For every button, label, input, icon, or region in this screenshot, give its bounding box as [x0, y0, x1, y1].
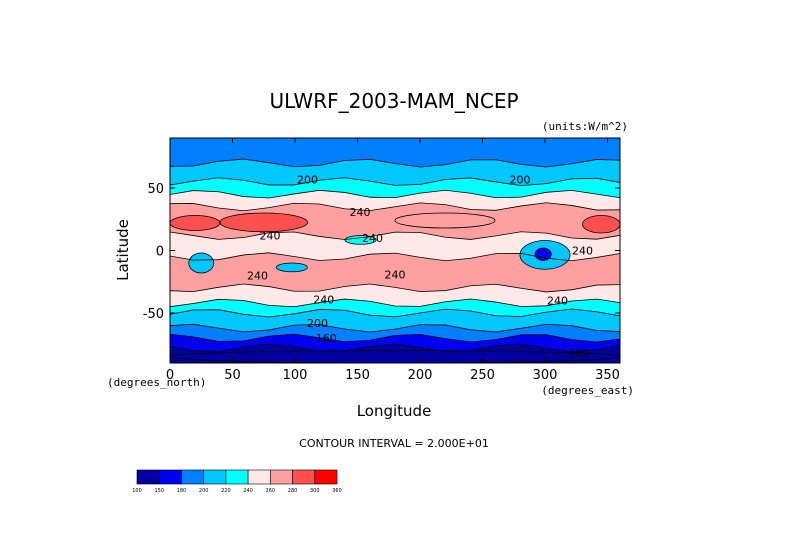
contour-patch: [344, 235, 377, 245]
contour-patch: [275, 262, 308, 273]
contour-label: 160: [316, 332, 337, 345]
latitude-band: [170, 334, 620, 352]
colorbar-tick-label: 300: [310, 488, 320, 494]
y-axis-ticks: -50 0 50: [143, 182, 620, 322]
x-tick-label: 0: [166, 368, 174, 383]
contour-line: [170, 323, 620, 333]
x-unit-label: (degrees_east): [541, 384, 634, 397]
contour-label: 240: [260, 230, 281, 243]
contour-patch: [170, 215, 221, 231]
contour-line-layer: [170, 158, 620, 353]
contour-patch: [394, 212, 496, 229]
latitude-band: [170, 252, 620, 292]
colorbar-swatch: [158, 469, 182, 485]
contour-patch: [534, 247, 552, 261]
y-tick-label: 0: [156, 245, 164, 260]
contour-line: [170, 333, 620, 343]
colorbar-tick-label: 150: [154, 488, 164, 494]
contour-label: 240: [572, 245, 593, 258]
colorbar-swatch: [314, 469, 338, 485]
contour-label: 240: [385, 268, 406, 281]
contour-line: [170, 308, 620, 318]
x-tick-label: 300: [533, 368, 558, 383]
colorbar-tick-label: 280: [288, 488, 298, 494]
y-unit-label: (degrees_north): [107, 376, 206, 389]
contour-label: 240: [547, 295, 568, 308]
contour-label: 240: [362, 232, 383, 245]
contour-line: [170, 202, 620, 212]
contour-line: [170, 343, 620, 353]
contour-line: [170, 298, 620, 308]
colorbar-swatch: [181, 469, 204, 485]
colorbar-swatch: [247, 469, 271, 485]
contour-label: 240: [313, 293, 334, 306]
latitude-band: [170, 324, 620, 342]
x-tick-label: 50: [224, 368, 241, 383]
colorbar-tick-label: 360: [332, 488, 342, 494]
colorbar-tick-label: 260: [266, 488, 276, 494]
contour-patch: [188, 252, 215, 274]
latitude-band: [170, 159, 620, 186]
colorbar-tick-label: 240: [243, 488, 253, 494]
contour-label: 200: [297, 173, 318, 186]
contour-line: [170, 252, 620, 262]
latitude-band: [170, 138, 620, 167]
colorbar-tick-label: 100: [132, 488, 142, 494]
contour-label: 160: [568, 347, 589, 360]
units-label: (units:W/m^2): [542, 120, 628, 133]
contour-label: 240: [247, 270, 268, 283]
contour-line: [170, 189, 620, 199]
latitude-band: [170, 299, 620, 317]
y-tick-label: 50: [147, 182, 164, 197]
contour-label: 200: [510, 173, 531, 186]
contour-line: [170, 283, 620, 293]
contour-label-layer: 200 200 240 240 240 240 240 240 240 240 200 160 160: [247, 173, 593, 360]
x-tick-label: 150: [345, 368, 370, 383]
contour-label: 240: [350, 206, 371, 219]
colorbar-swatch: [136, 469, 160, 485]
contour-patch: [170, 350, 620, 363]
contour-interval-text: CONTOUR INTERVAL = 2.000E+01: [299, 437, 489, 450]
y-tick-label: -50: [143, 307, 164, 322]
colorbar-swatch: [270, 469, 293, 485]
latitude-band: [170, 177, 620, 199]
colorbar-swatch: [203, 469, 227, 485]
x-tick-label: 200: [408, 368, 433, 383]
x-tick-label: 350: [595, 368, 620, 383]
colorbar-tick-label: 180: [177, 488, 187, 494]
latitude-band: [170, 284, 620, 307]
contour-line: [170, 231, 620, 240]
colorbar-tick-label: 200: [199, 488, 209, 494]
contour-label: 200: [307, 317, 328, 330]
contour-patch: [582, 215, 620, 234]
y-axis-label: Latitude: [114, 219, 132, 281]
chart-title: ULWRF_2003-MAM_NCEP: [269, 89, 518, 113]
x-tick-label: 100: [283, 368, 308, 383]
plot-area: 200 200 240 240 240 240 240 240 240 240 200 160 160: [170, 138, 620, 363]
x-axis-label: Longitude: [357, 402, 432, 420]
patch-layer: [170, 212, 620, 363]
latitude-band: [170, 190, 620, 211]
colorbar-swatch: [292, 469, 316, 485]
x-axis-ticks: 0 50 100 150 200 250 300 350: [166, 138, 620, 383]
contour-line: [170, 177, 620, 187]
x-tick-label: 250: [470, 368, 495, 383]
colorbar: 100 150 180 200 220 240 260 280 300 360: [132, 469, 342, 494]
colorbar-swatch: [225, 469, 249, 485]
latitude-band: [170, 309, 620, 332]
colorbar-tick-label: 220: [221, 488, 231, 494]
contour-line: [170, 158, 620, 168]
